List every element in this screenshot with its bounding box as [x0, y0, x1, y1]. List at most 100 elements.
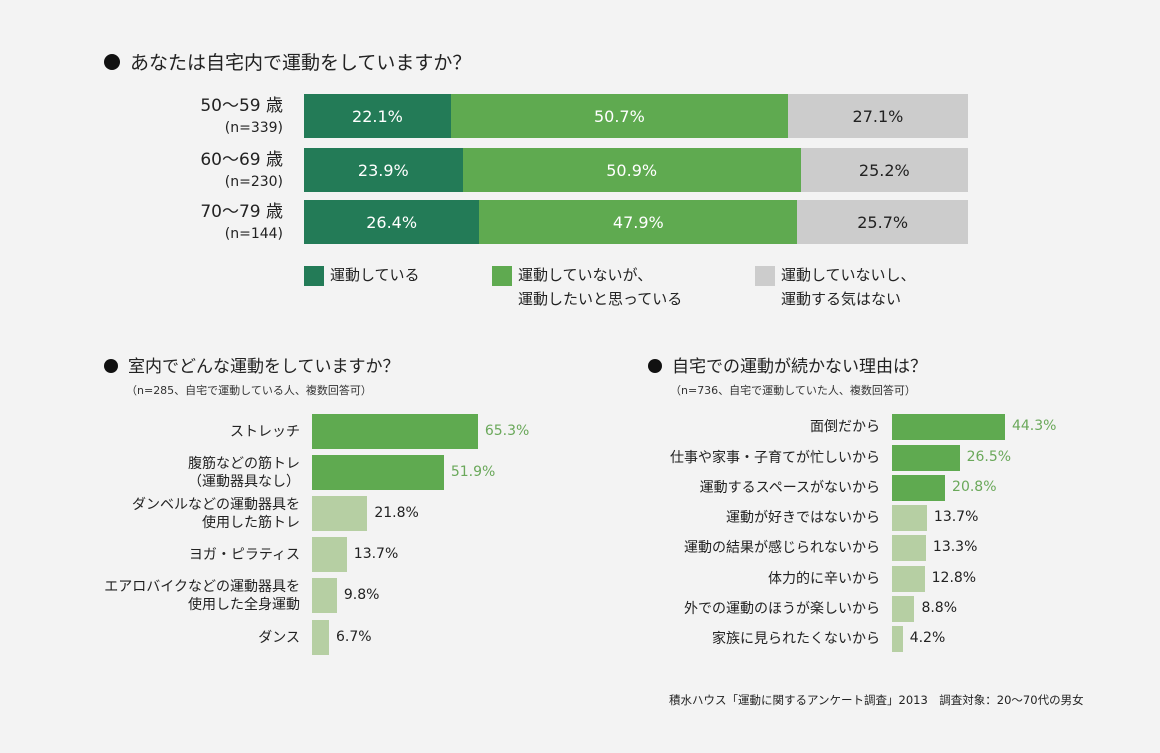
chart3-subtitle: （n=736、自宅で運動していた人、複数回答可） — [670, 384, 916, 397]
bullet-icon — [648, 359, 662, 373]
value-label: 44.3% — [1011, 418, 1057, 434]
bar-segment-label: 23.9% — [304, 148, 463, 192]
legend-text: 運動する気はない — [781, 290, 902, 308]
bar-segment-label: 25.7% — [797, 200, 968, 244]
category-label-line: エアロバイクなどの運動器具を — [104, 578, 300, 595]
category-label: 面倒だから — [620, 418, 880, 436]
sample-size-label: (n=339) — [224, 120, 283, 136]
bar — [312, 496, 368, 531]
chart2-title-text: 室内でどんな運動をしていますか？ — [128, 357, 400, 377]
sample-size-label: (n=230) — [224, 174, 283, 190]
value-label: 13.3% — [932, 539, 978, 555]
category-label: 家族に見られたくないから — [620, 630, 880, 648]
value-label: 13.7% — [353, 545, 399, 562]
category-label: ヨガ・ピラティス — [60, 546, 300, 564]
value-label: 21.8% — [374, 504, 419, 521]
age-group-label: 70〜79 歳 — [200, 202, 283, 222]
category-label-line: ダンベルなどの運動器具を — [132, 496, 300, 513]
category-label-line: ストレッチ — [230, 423, 300, 440]
category-label: 外での運動のほうが楽しいから — [620, 600, 880, 618]
bar — [892, 505, 927, 531]
bar — [312, 578, 337, 613]
bar — [892, 566, 925, 592]
category-label: ダンス — [60, 629, 300, 647]
value-label: 51.9% — [450, 463, 496, 480]
bar-segment-label: 50.9% — [462, 148, 801, 192]
row-label: 50〜59 歳 (n=339) — [150, 95, 283, 139]
legend-text: 運動している — [330, 266, 420, 284]
bar-segment-label: 27.1% — [787, 94, 968, 138]
category-label-line: 運動するスペースがないから — [699, 480, 880, 496]
legend-label: 運動していないが、運動したいと思っている — [518, 263, 682, 311]
value-label: 4.2% — [909, 630, 946, 646]
chart1-title-text: あなたは自宅内で運動をしていますか？ — [130, 52, 472, 74]
chart3-title: 自宅での運動が続かない理由は？ — [648, 352, 927, 377]
value-label: 12.8% — [931, 570, 977, 586]
value-label: 20.8% — [952, 479, 997, 495]
category-label-line: 仕事や家事・子育てが忙しいから — [670, 450, 880, 466]
value-label: 8.8% — [921, 600, 958, 616]
category-label-line: ダンス — [258, 629, 300, 646]
bar — [312, 414, 478, 449]
bar — [892, 596, 915, 622]
bar-segment-label: 22.1% — [304, 94, 451, 138]
category-label-line: 使用した全身運動 — [188, 596, 300, 613]
value-label: 6.7% — [336, 628, 372, 645]
legend-text: 運動したいと思っている — [518, 290, 683, 308]
age-group-label: 50〜59 歳 — [200, 96, 283, 116]
bullet-icon — [104, 54, 120, 70]
category-label: 仕事や家事・子育てが忙しいから — [620, 449, 880, 467]
bar — [312, 455, 444, 490]
legend-text: 運動していないし、 — [781, 266, 916, 284]
chart1-title: あなたは自宅内で運動をしていますか？ — [104, 48, 471, 75]
legend-swatch — [755, 266, 775, 286]
bar — [312, 537, 347, 572]
bar — [892, 414, 1005, 440]
bar-segment-label: 47.9% — [479, 200, 798, 244]
bar — [312, 620, 330, 655]
category-label-line: 体力的に辛いから — [768, 571, 880, 587]
bar-segment-label: 50.7% — [450, 94, 788, 138]
legend-swatch — [492, 266, 512, 286]
value-label: 65.3% — [484, 422, 530, 439]
bar-segment-label: 25.2% — [800, 148, 968, 192]
chart2-subtitle: （n=285、自宅で運動している人、複数回答可） — [126, 384, 372, 397]
category-label-line: 使用した筋トレ — [202, 514, 300, 531]
category-label: 腹筋などの筋トレ （運動器具なし） — [60, 455, 300, 491]
category-label: ダンベルなどの運動器具を 使用した筋トレ — [60, 496, 300, 532]
category-label: ストレッチ — [60, 423, 300, 441]
category-label: エアロバイクなどの運動器具を 使用した全身運動 — [60, 578, 300, 614]
bar — [892, 475, 946, 501]
bar — [892, 535, 926, 561]
legend-text: 運動していないが、 — [518, 266, 653, 284]
row-label: 60〜69 歳 (n=230) — [150, 149, 283, 193]
legend-swatch — [304, 266, 324, 286]
category-label-line: 家族に見られたくないから — [712, 631, 880, 647]
category-label: 運動するスペースがないから — [620, 479, 880, 497]
bar-segment-label: 26.4% — [304, 200, 480, 244]
source-note: 積水ハウス「運動に関するアンケート調査」2013 調査対象：20〜70代の男女 — [669, 693, 1084, 707]
legend-label: 運動している — [330, 263, 420, 287]
value-label: 13.7% — [933, 509, 979, 525]
bar — [892, 445, 960, 471]
legend-label: 運動していないし、 運動する気はない — [781, 263, 916, 311]
chart2-title: 室内でどんな運動をしていますか？ — [104, 352, 400, 377]
chart3-title-text: 自宅での運動が続かない理由は？ — [672, 357, 927, 377]
category-label: 運動の結果が感じられないから — [620, 539, 880, 557]
category-label-line: （運動器具なし） — [188, 473, 300, 490]
row-label: 70〜79 歳 (n=144) — [150, 201, 283, 245]
category-label-line: 外での運動のほうが楽しいから — [684, 601, 880, 617]
category-label-line: ヨガ・ピラティス — [188, 546, 300, 563]
category-label: 体力的に辛いから — [620, 570, 880, 588]
bullet-icon — [104, 359, 118, 373]
category-label-line: 面倒だから — [810, 419, 880, 435]
category-label-line: 腹筋などの筋トレ — [188, 455, 300, 472]
bar — [892, 626, 903, 652]
age-group-label: 60〜69 歳 — [200, 150, 283, 170]
category-label-line: 運動が好きではないから — [726, 510, 880, 526]
category-label-line: 運動の結果が感じられないから — [684, 540, 880, 556]
value-label: 26.5% — [966, 449, 1012, 465]
value-label: 9.8% — [343, 586, 380, 603]
category-label: 運動が好きではないから — [620, 509, 880, 527]
